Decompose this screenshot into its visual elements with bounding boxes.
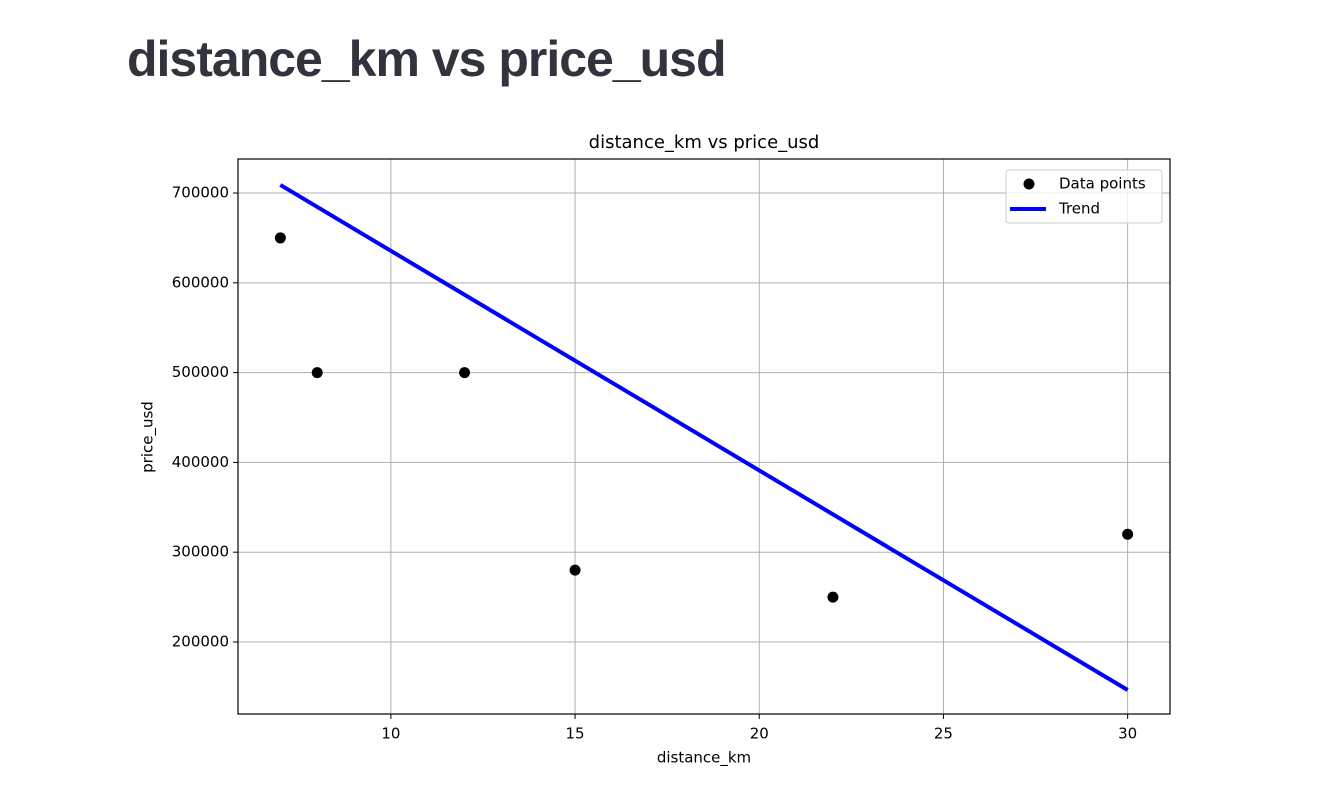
legend-label: Trend [1058,200,1100,218]
data-point [569,564,581,576]
y-tick-label: 500000 [172,363,229,381]
chart-title: distance_km vs price_usd [589,132,820,153]
legend-label: Data points [1059,175,1146,193]
y-tick-label: 600000 [172,273,229,291]
y-axis-label: price_usd [139,401,158,473]
data-point [827,591,839,603]
x-axis-label: distance_km [657,749,751,768]
x-tick-label: 10 [381,725,400,743]
data-point [311,367,323,379]
legend-swatch [1023,178,1035,190]
data-point [274,232,286,244]
x-tick-label: 30 [1118,725,1137,743]
plot-frame [237,158,1171,715]
trend-line [279,183,1129,692]
y-tick-label: 200000 [172,632,229,650]
y-tick-label: 300000 [172,543,229,561]
y-tick-label: 700000 [172,184,229,202]
data-point [459,367,471,379]
x-tick-label: 20 [750,725,769,743]
y-tick-label: 400000 [172,453,229,471]
x-tick-label: 15 [566,725,585,743]
x-tick-label: 25 [934,725,953,743]
page-heading: distance_km vs price_usd [127,31,727,87]
data-point [1122,528,1134,540]
